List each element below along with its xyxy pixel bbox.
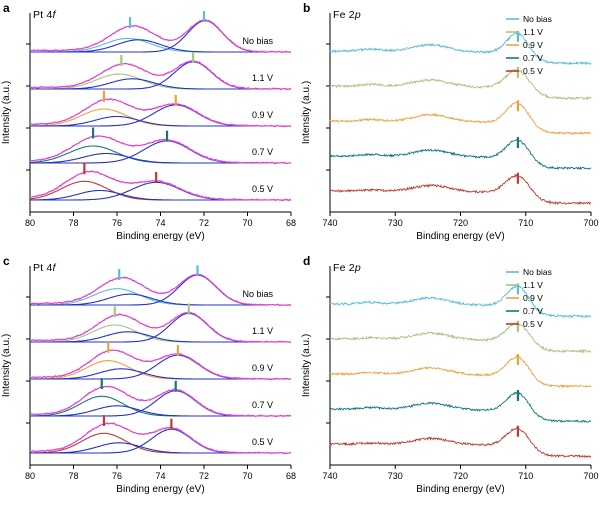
plot-title-italic: p: [354, 9, 361, 21]
raw-spectrum: [29, 349, 292, 381]
legend-label: 0.7 V: [523, 306, 543, 316]
x-tick-label: 80: [25, 471, 35, 481]
raw-spectrum: [29, 422, 292, 455]
legend-label: 0.9 V: [523, 293, 543, 303]
spectrum-line: [329, 102, 592, 136]
raw-spectrum: [29, 18, 292, 54]
x-tick-label: 78: [68, 471, 78, 481]
x-tick-label: 700: [583, 471, 598, 481]
plot-title-italic: f: [52, 9, 56, 21]
series-label: 0.5 V: [252, 184, 273, 194]
y-axis-label: Intensity (a.u.): [301, 334, 312, 397]
raw-spectrum: [29, 311, 292, 343]
raw-spectrum: [29, 59, 292, 91]
spectrum-line: [330, 391, 592, 424]
raw-spectrum: [29, 170, 292, 202]
x-tick-label: 80: [25, 218, 35, 228]
x-tick-label: 74: [155, 471, 165, 481]
panel-b: b Fe 2p 740 730 720 710 700 Binding energy (e…: [300, 0, 600, 252]
series-label: 1.1 V: [252, 73, 273, 83]
panel-letter-d: d: [303, 254, 311, 268]
x-tick-label: 730: [388, 471, 403, 481]
plot-title-fe2p-bottom: Fe 2p: [333, 262, 361, 274]
series-label: 1.1 V: [252, 326, 273, 336]
series-label: 0.7 V: [252, 400, 273, 410]
x-tick-label: 78: [68, 218, 78, 228]
x-tick-label: 72: [199, 218, 209, 228]
plot-title-prefix: Fe 2: [333, 9, 355, 21]
x-tick-label: 710: [518, 471, 533, 481]
x-tick-label: 76: [112, 471, 122, 481]
series-label: No bias: [242, 289, 273, 299]
legend-label: 0.7 V: [523, 53, 543, 63]
plot-title-fe2p-top: Fe 2p: [333, 9, 361, 21]
series-label: 0.9 V: [252, 110, 273, 120]
x-tick-label: 720: [453, 471, 468, 481]
panel-letter-b: b: [303, 1, 311, 15]
x-tick-label: 730: [388, 218, 403, 228]
y-axis-label: Intensity (a.u.): [1, 334, 12, 397]
y-axis-label: Intensity (a.u.): [301, 81, 312, 144]
x-axis-label: Binding energy (eV): [416, 484, 504, 495]
plot-title-pt4f-bottom: Pt 4f: [33, 262, 56, 274]
x-tick-label: 700: [583, 218, 598, 228]
spectrum-line: [329, 173, 592, 206]
x-axis-label: Binding energy (eV): [116, 231, 204, 242]
x-axis-label: Binding energy (eV): [416, 231, 504, 242]
panel-d: d Fe 2p 740 730 720 710 700 Binding energy (e…: [300, 253, 600, 505]
raw-spectrum: [29, 135, 292, 165]
spectrum-line: [329, 321, 592, 354]
x-tick-label: 74: [155, 218, 165, 228]
legend-label: 0.5 V: [523, 66, 543, 76]
legend-label: 0.5 V: [523, 319, 543, 329]
plot-svg-d: 740 730 720 710 700 Binding energy (eV) Intens…: [301, 266, 599, 495]
plot-svg-b: 740 730 720 710 700 Binding energy (eV) Intens…: [301, 13, 599, 242]
x-tick-label: 70: [242, 471, 252, 481]
spectrum-line: [329, 68, 592, 101]
spectrum-line: [329, 427, 592, 459]
legend-label: No bias: [523, 267, 552, 277]
series-label: 0.5 V: [252, 437, 273, 447]
spectrum-line: [329, 31, 592, 66]
y-axis-label: Intensity (a.u.): [1, 81, 12, 144]
x-axis-label: Binding energy (eV): [116, 484, 204, 495]
x-tick-label: 76: [112, 218, 122, 228]
x-tick-label: 710: [518, 218, 533, 228]
spectrum-line: [329, 355, 592, 389]
spectrum-line: [330, 139, 592, 170]
x-tick-label: 720: [453, 218, 468, 228]
plot-title-italic: p: [354, 262, 361, 274]
x-tick-label: 68: [286, 218, 296, 228]
plot-title-prefix: Fe 2: [333, 262, 355, 274]
plot-svg-a: 80 78 76 74 72 70 68 Binding energy (eV) Intensi…: [1, 11, 296, 242]
series-label: 0.7 V: [252, 147, 273, 157]
plot-title-italic: f: [52, 262, 56, 274]
x-tick-label: 70: [242, 218, 252, 228]
plot-title-pt4f-top: Pt 4f: [33, 9, 56, 21]
series-label: 0.9 V: [252, 363, 273, 373]
raw-spectrum: [29, 385, 292, 418]
plot-svg-c: 80 78 76 74 72 70 68 Binding energy (eV) Intensi…: [1, 265, 296, 495]
panel-letter-c: c: [3, 254, 10, 268]
raw-spectrum: [29, 273, 292, 307]
legend-label: 1.1 V: [523, 27, 543, 37]
legend-label: 0.9 V: [523, 40, 543, 50]
legend-label: 1.1 V: [523, 280, 543, 290]
raw-spectrum: [29, 98, 292, 128]
series-label: No bias: [242, 36, 273, 46]
legend-label: No bias: [523, 14, 552, 24]
spectrum-line: [329, 284, 592, 319]
x-tick-label: 740: [322, 218, 337, 228]
x-tick-label: 72: [199, 471, 209, 481]
panel-c: c Pt 4f 80 78 76 74 72 70 68 Binding energy (eV…: [0, 253, 300, 505]
plot-title-prefix: Pt 4: [33, 262, 53, 274]
plot-title-prefix: Pt 4: [33, 9, 53, 21]
panel-letter-a: a: [3, 1, 10, 15]
panel-a: a Pt 4f 80 78 76 74 72 70 68 Binding energy (eV…: [0, 0, 300, 252]
x-tick-label: 740: [322, 471, 337, 481]
x-tick-label: 68: [286, 471, 296, 481]
